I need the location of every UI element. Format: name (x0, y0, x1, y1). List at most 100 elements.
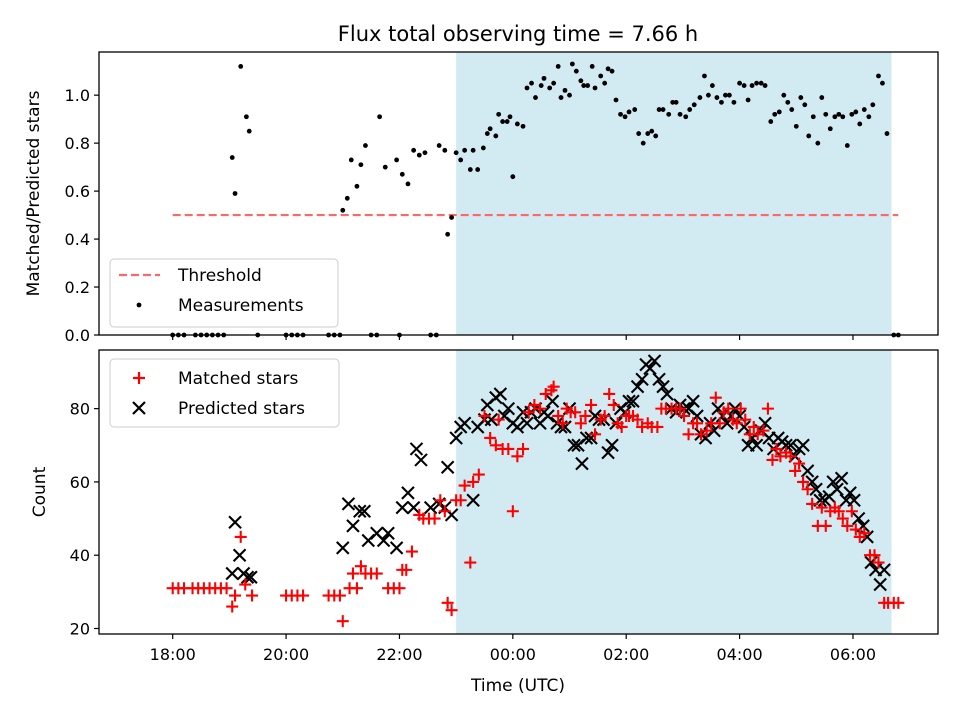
predicted-star-point (873, 577, 887, 592)
matched-star-point (761, 402, 774, 415)
predicted-star-point (381, 526, 395, 540)
measurement-point (246, 128, 252, 134)
measurement-point (632, 107, 638, 112)
legend-matched-swatch (133, 372, 145, 384)
matched-star-point (405, 545, 418, 558)
matched-star-point (849, 523, 862, 536)
predicted-star-point (414, 453, 428, 467)
measurement-point (754, 80, 759, 86)
count-y-tick-label: 60 (70, 473, 90, 492)
measurement-point (884, 131, 890, 136)
measurement-point (520, 123, 526, 129)
matched-star-point (569, 406, 582, 419)
predicted-star-point (851, 511, 866, 526)
measurement-point (510, 174, 516, 180)
count-legend-box (109, 358, 340, 428)
measurement-point (229, 155, 235, 160)
matched-star-point (220, 582, 233, 595)
predicted-star-point (605, 438, 619, 453)
measurement-point (394, 157, 400, 163)
measurement-point (592, 85, 598, 91)
measurement-point (453, 150, 459, 156)
measurement-point (876, 73, 881, 79)
predicted-star-point (466, 493, 480, 507)
matched-star-point (872, 556, 885, 569)
matched-star-point (370, 567, 383, 580)
measurement-point (436, 143, 442, 148)
x-tick-label: 20:00 (263, 645, 309, 664)
ratio-y-label: Matched/Predicted stars (24, 90, 44, 296)
measurement-point (645, 131, 651, 136)
ratio-legend-box (109, 258, 339, 328)
matched-star-point (603, 387, 616, 400)
matched-star-point (747, 420, 760, 433)
measurement-point (853, 109, 859, 115)
matched-star-point (784, 450, 797, 463)
measurement-point (709, 83, 715, 88)
matched-star-point (229, 589, 242, 602)
matched-star-point (517, 442, 530, 455)
predicted-star-point (686, 394, 700, 409)
measurement-point (666, 111, 672, 117)
measurement-point (547, 85, 553, 91)
ratio-x-axis (172, 335, 854, 340)
matched-star-point (574, 417, 587, 430)
predicted-star-point (353, 504, 367, 518)
measurement-point (691, 102, 697, 108)
matched-star-point (506, 505, 519, 518)
measurement-point (802, 102, 808, 108)
measurement-point (741, 83, 747, 88)
predicted-star-point (601, 445, 615, 460)
predicted-star-point (826, 475, 840, 489)
predicted-star-point (647, 354, 662, 368)
measurement-point (462, 147, 468, 153)
measurement-point (749, 83, 755, 88)
measurement-point (660, 107, 666, 112)
matched-star-point (350, 582, 363, 595)
measurement-point (706, 92, 711, 98)
measurement-point (487, 126, 493, 132)
matched-star-point (492, 413, 505, 426)
measurement-point (598, 73, 604, 79)
measurement-point (673, 99, 679, 105)
count-y-label: Count (30, 466, 50, 517)
measurement-point (585, 83, 591, 88)
measurement-point (726, 92, 732, 98)
ratio-legend: Threshold Measurements (109, 258, 339, 328)
measurement-point (475, 167, 481, 172)
measurement-point (731, 99, 737, 105)
count-legend: Matched stars Predicted stars (109, 358, 340, 428)
predicted-star-point (707, 423, 721, 438)
measurement-point (656, 107, 662, 112)
matched-star-point (297, 589, 310, 602)
matched-star-point (441, 596, 454, 609)
matched-star-points (166, 380, 905, 628)
measurement-point (602, 80, 608, 86)
matched-star-point (766, 453, 779, 466)
predicted-star-point (758, 416, 772, 431)
matched-star-point (226, 600, 239, 613)
matched-star-point (346, 567, 359, 580)
measurement-point (785, 99, 791, 105)
predicted-star-point (336, 541, 350, 555)
measurement-point (719, 99, 724, 105)
matched-star-point (631, 413, 644, 426)
legend-matched-label: Matched stars (178, 369, 298, 389)
predicted-star-point (510, 420, 525, 434)
measurement-point (819, 95, 825, 100)
predicted-star-point (225, 566, 239, 581)
measurement-point (496, 111, 502, 117)
measurement-point (798, 95, 804, 100)
count-y-axis: 20 40 60 80 (70, 400, 99, 639)
measurement-point (382, 164, 388, 170)
measurement-point (533, 95, 538, 100)
ratio-y-tick-label: 0.8 (65, 134, 90, 153)
matched-star-point (246, 589, 259, 602)
predicted-star-point (457, 416, 472, 431)
measurement-point (793, 123, 799, 129)
measurement-point (458, 157, 464, 163)
measurement-point (762, 83, 768, 88)
measurement-point (613, 97, 619, 103)
measurement-point (405, 181, 411, 187)
measurement-point (411, 147, 417, 153)
